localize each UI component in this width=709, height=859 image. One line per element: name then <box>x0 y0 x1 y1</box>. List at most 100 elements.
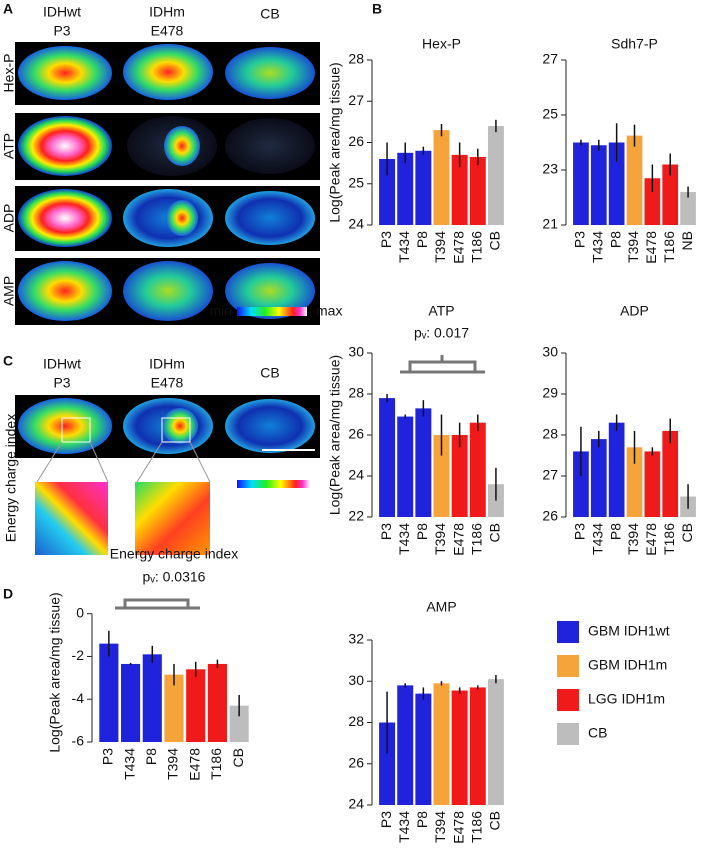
row-label: ADP <box>1 204 17 233</box>
bar <box>644 178 661 225</box>
y-axis-label: Log(Peak area/mg tissue) <box>47 592 63 752</box>
x-tick-label: T394 <box>432 811 448 843</box>
comparison-bracket <box>400 355 485 374</box>
bar <box>397 152 414 225</box>
legend-swatch <box>557 621 579 643</box>
x-tick-label: T434 <box>121 748 137 780</box>
x-tick-label: CB <box>679 523 695 542</box>
x-tick-label: T186 <box>661 231 677 263</box>
bar <box>451 435 468 517</box>
zoom-line <box>89 441 109 483</box>
x-tick-label: E478 <box>450 231 466 264</box>
tissue <box>225 263 315 319</box>
y-tick-label: 27 <box>542 51 558 67</box>
x-tick-label: E478 <box>450 523 466 556</box>
scale-min: min <box>209 303 232 319</box>
tissue <box>18 46 112 100</box>
x-tick-label: P8 <box>414 523 430 540</box>
y-tick-label: 27 <box>542 467 558 483</box>
x-tick-label: P3 <box>378 231 394 248</box>
bar <box>469 156 486 225</box>
column-label: IDHm <box>149 4 185 20</box>
tissue <box>166 200 198 236</box>
bar <box>626 135 643 225</box>
bar <box>451 690 468 805</box>
bar <box>590 145 607 225</box>
y-tick-label: -6 <box>72 733 85 749</box>
bar <box>433 435 450 517</box>
bar <box>680 192 696 225</box>
row-label: Hex-P <box>1 54 17 93</box>
tissue <box>123 44 213 100</box>
bar <box>608 422 625 517</box>
x-tick-label: T394 <box>432 523 448 555</box>
y-tick-label: 25 <box>348 174 364 190</box>
bar <box>487 679 504 805</box>
zoom-line <box>189 441 211 483</box>
legend-swatch <box>557 689 579 711</box>
y-tick-label: 28 <box>348 51 364 67</box>
y-tick-label: 24 <box>348 216 364 232</box>
bar <box>379 722 396 805</box>
y-tick-label: 24 <box>348 796 364 812</box>
y-tick-label: 25 <box>542 106 558 122</box>
x-tick-label: T186 <box>468 523 484 555</box>
zoom-box <box>161 417 191 443</box>
legend-label: CB <box>588 725 607 741</box>
y-tick-label: 21 <box>542 216 558 232</box>
bar <box>121 663 141 742</box>
tissue <box>225 399 315 453</box>
p-value: pᵥ: 0.017 <box>414 325 469 341</box>
bar <box>164 674 184 742</box>
x-tick-label: P8 <box>414 811 430 828</box>
tissue <box>225 47 315 99</box>
tissue <box>225 191 315 245</box>
y-tick-label: 30 <box>542 344 558 360</box>
y-tick-label: 26 <box>348 426 364 442</box>
y-axis-label: Log(Peak area/mg tissue) <box>327 62 343 222</box>
bar <box>379 398 396 517</box>
panel-label: C <box>3 353 13 369</box>
row-label: Energy charge index <box>3 414 19 542</box>
y-tick-label: -2 <box>72 647 85 663</box>
bar <box>415 408 432 517</box>
x-tick-label: CB <box>487 231 503 250</box>
x-tick-label: P8 <box>607 523 623 540</box>
y-tick-label: 28 <box>348 385 364 401</box>
column-label: IDHwt <box>43 4 81 20</box>
bar <box>626 447 643 517</box>
x-tick-label: T394 <box>625 231 641 263</box>
x-tick-label: P8 <box>607 231 623 248</box>
bar <box>487 126 504 225</box>
bar <box>662 164 679 225</box>
x-tick-label: E478 <box>450 811 466 844</box>
x-tick-label: T434 <box>396 811 412 843</box>
column-label: CB <box>260 365 279 381</box>
y-tick-label: 26 <box>348 133 364 149</box>
bar <box>573 451 589 517</box>
column-label: IDHm <box>149 356 185 372</box>
column-label: IDHwt <box>43 356 81 372</box>
chart-title: Sdh7-P <box>611 36 658 52</box>
panel-images <box>15 42 485 610</box>
zoom-line <box>36 441 63 483</box>
bar <box>451 154 468 225</box>
row-label: ATP <box>1 133 17 159</box>
p-value: pᵥ: 0.0316 <box>143 569 206 585</box>
x-tick-label: CB <box>487 523 503 542</box>
x-tick-label: T434 <box>396 231 412 263</box>
chart-title: ATP <box>428 303 454 319</box>
x-tick-label: CB <box>230 748 246 767</box>
y-tick-label: 24 <box>348 467 364 483</box>
x-tick-label: P3 <box>572 523 588 540</box>
legend-swatch <box>557 723 579 745</box>
tissue <box>18 116 112 176</box>
y-tick-label: 23 <box>542 161 558 177</box>
bar <box>433 683 450 805</box>
column-label: E478 <box>151 23 184 39</box>
color-scale <box>237 480 310 488</box>
tissue <box>18 189 112 247</box>
bar <box>415 693 432 805</box>
bar <box>469 422 486 517</box>
